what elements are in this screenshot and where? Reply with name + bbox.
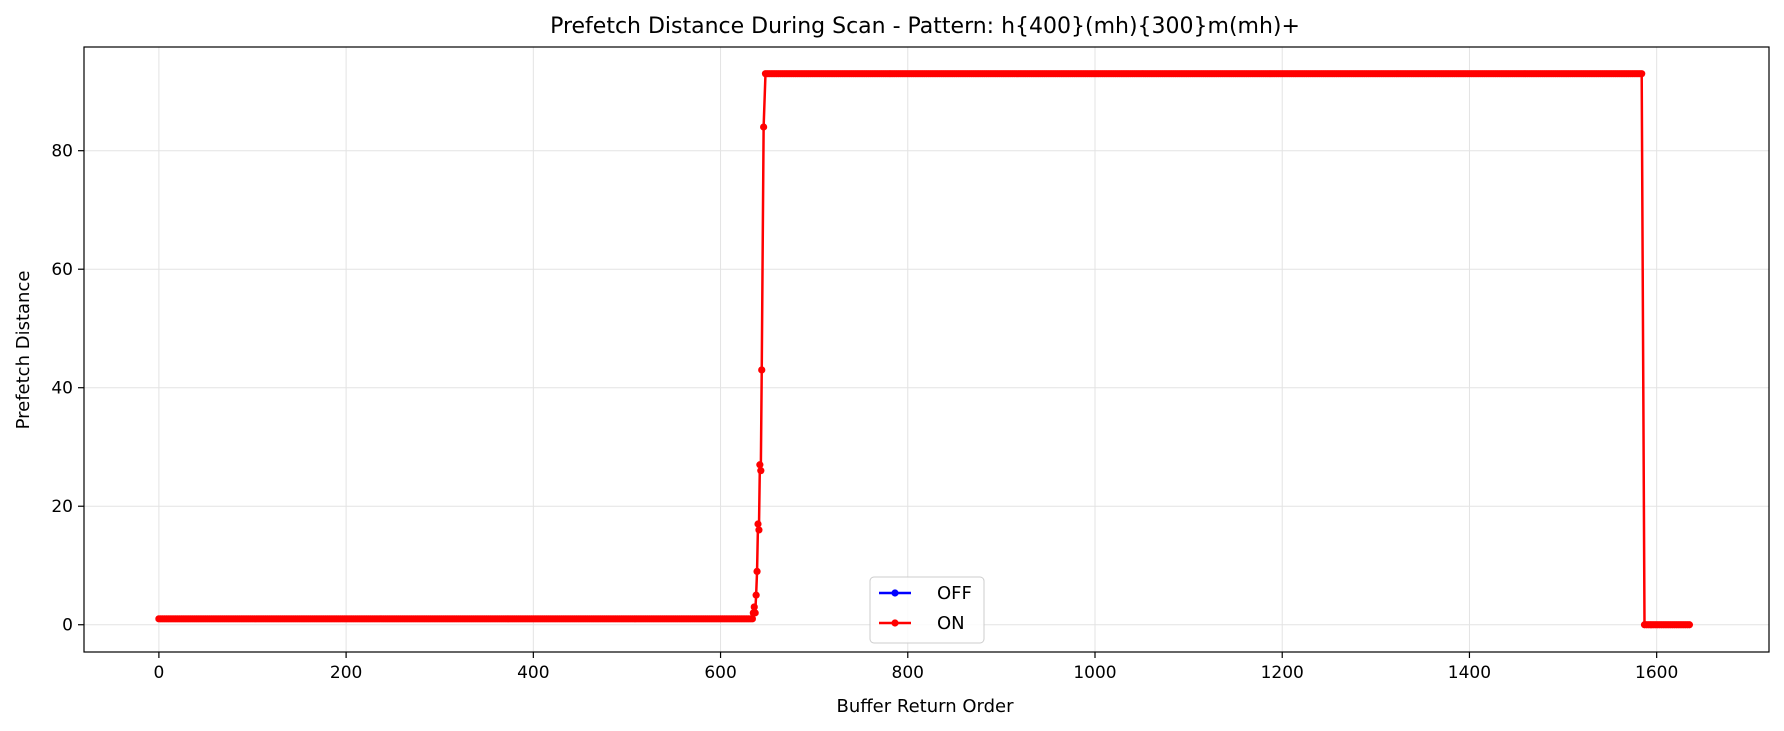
- series-on-point: [754, 520, 762, 528]
- series-on-point: [748, 615, 756, 623]
- series-on-point: [755, 526, 763, 534]
- x-tick-label: 800: [892, 663, 924, 683]
- series-on-point: [752, 591, 760, 599]
- legend-marker-off: [891, 589, 899, 597]
- x-tick-label: 1400: [1448, 663, 1491, 683]
- series-on-line: [158, 72, 1690, 626]
- x-tick-label: 1600: [1635, 663, 1678, 683]
- x-tick-label: 400: [517, 663, 549, 683]
- y-tick-label: 0: [62, 616, 73, 636]
- y-axis-ticks: 0 20 40 60 80: [51, 142, 84, 636]
- series-on: [155, 70, 1694, 629]
- y-tick-label: 80: [51, 142, 73, 162]
- y-tick-label: 40: [51, 379, 73, 399]
- series-on-point: [1685, 621, 1694, 629]
- series-on-point: [1638, 70, 1646, 78]
- series-on-point: [758, 366, 766, 374]
- x-axis-label: Buffer Return Order: [837, 696, 1015, 717]
- series-on-point: [750, 603, 758, 611]
- legend: OFF ON: [869, 576, 985, 644]
- series-on-point: [760, 123, 768, 131]
- legend-marker-on: [891, 619, 899, 627]
- x-tick-label: 1000: [1073, 663, 1116, 683]
- x-tick-label: 0: [153, 663, 164, 683]
- x-tick-label: 200: [330, 663, 362, 683]
- legend-label-on: ON: [937, 613, 965, 634]
- x-tick-label: 1200: [1261, 663, 1304, 683]
- series-on-point: [756, 461, 764, 469]
- series-on-point: [757, 467, 765, 475]
- x-axis-ticks: 0 200 400 600 800 1000 1200 1400 1600: [153, 652, 1678, 683]
- grid-lines: [84, 47, 1769, 652]
- series-on-point: [753, 567, 761, 576]
- x-tick-label: 600: [704, 663, 736, 683]
- series-on-point: [751, 609, 759, 617]
- y-tick-label: 60: [51, 260, 73, 280]
- plot-frame: [83, 46, 1770, 653]
- legend-label-off: OFF: [937, 583, 972, 604]
- y-tick-label: 20: [51, 497, 73, 517]
- y-axis-label: Prefetch Distance: [13, 271, 34, 430]
- chart-title: Prefetch Distance During Scan - Pattern:…: [550, 14, 1300, 39]
